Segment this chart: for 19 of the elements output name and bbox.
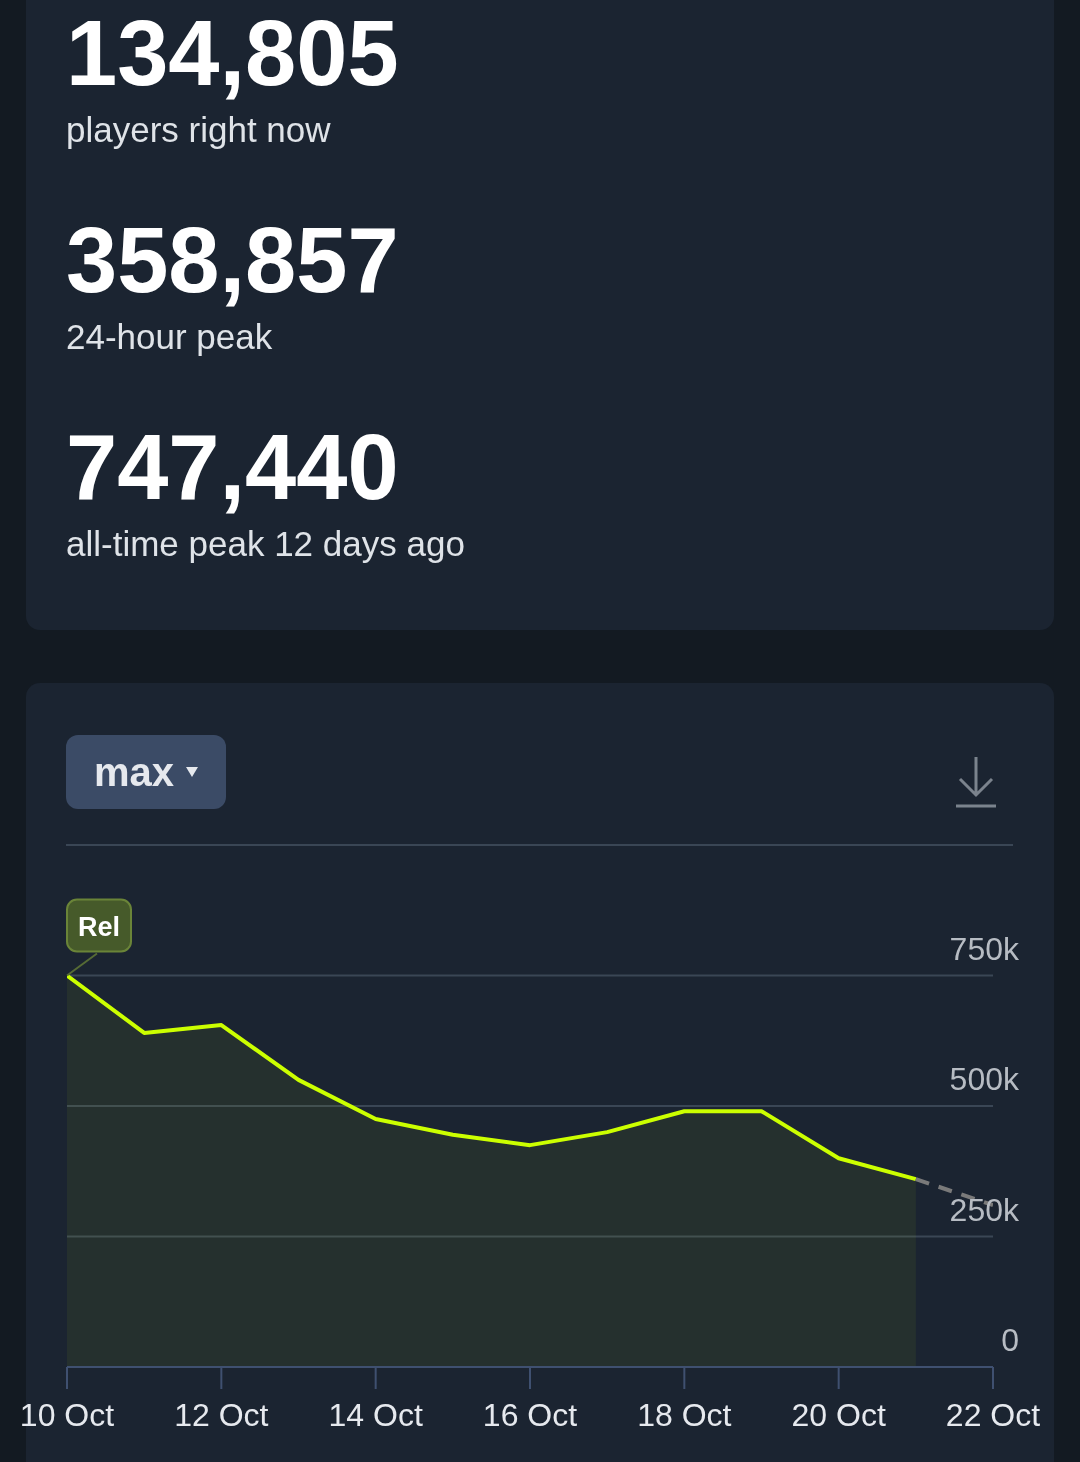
x-tick-label: 12 Oct: [174, 1396, 269, 1433]
x-tick-label: 18 Oct: [637, 1396, 732, 1433]
text: 24-hour peak: [66, 316, 274, 358]
y-tick-label: 0: [1001, 1322, 1019, 1358]
x-tick-label: 14 Oct: [328, 1396, 423, 1433]
y-tick-label: 500k: [949, 1061, 1020, 1097]
y-tick-label: 250k: [949, 1191, 1020, 1228]
annotation: Rel: [77, 911, 121, 942]
text: 747,440: [66, 415, 400, 520]
x-tick-label: 10 Oct: [19, 1396, 115, 1433]
x-tick-label: 22 Oct: [945, 1396, 1041, 1433]
x-tick-label: 16 Oct: [482, 1396, 578, 1433]
text: 134,805: [66, 1, 399, 106]
text: players right now: [66, 109, 332, 151]
text: 358,857: [66, 208, 399, 313]
text: all-time peak 12 days ago: [66, 523, 465, 565]
x-tick-label: 20 Oct: [791, 1396, 886, 1433]
text: max: [94, 749, 175, 795]
y-tick-label: 750k: [949, 930, 1020, 967]
